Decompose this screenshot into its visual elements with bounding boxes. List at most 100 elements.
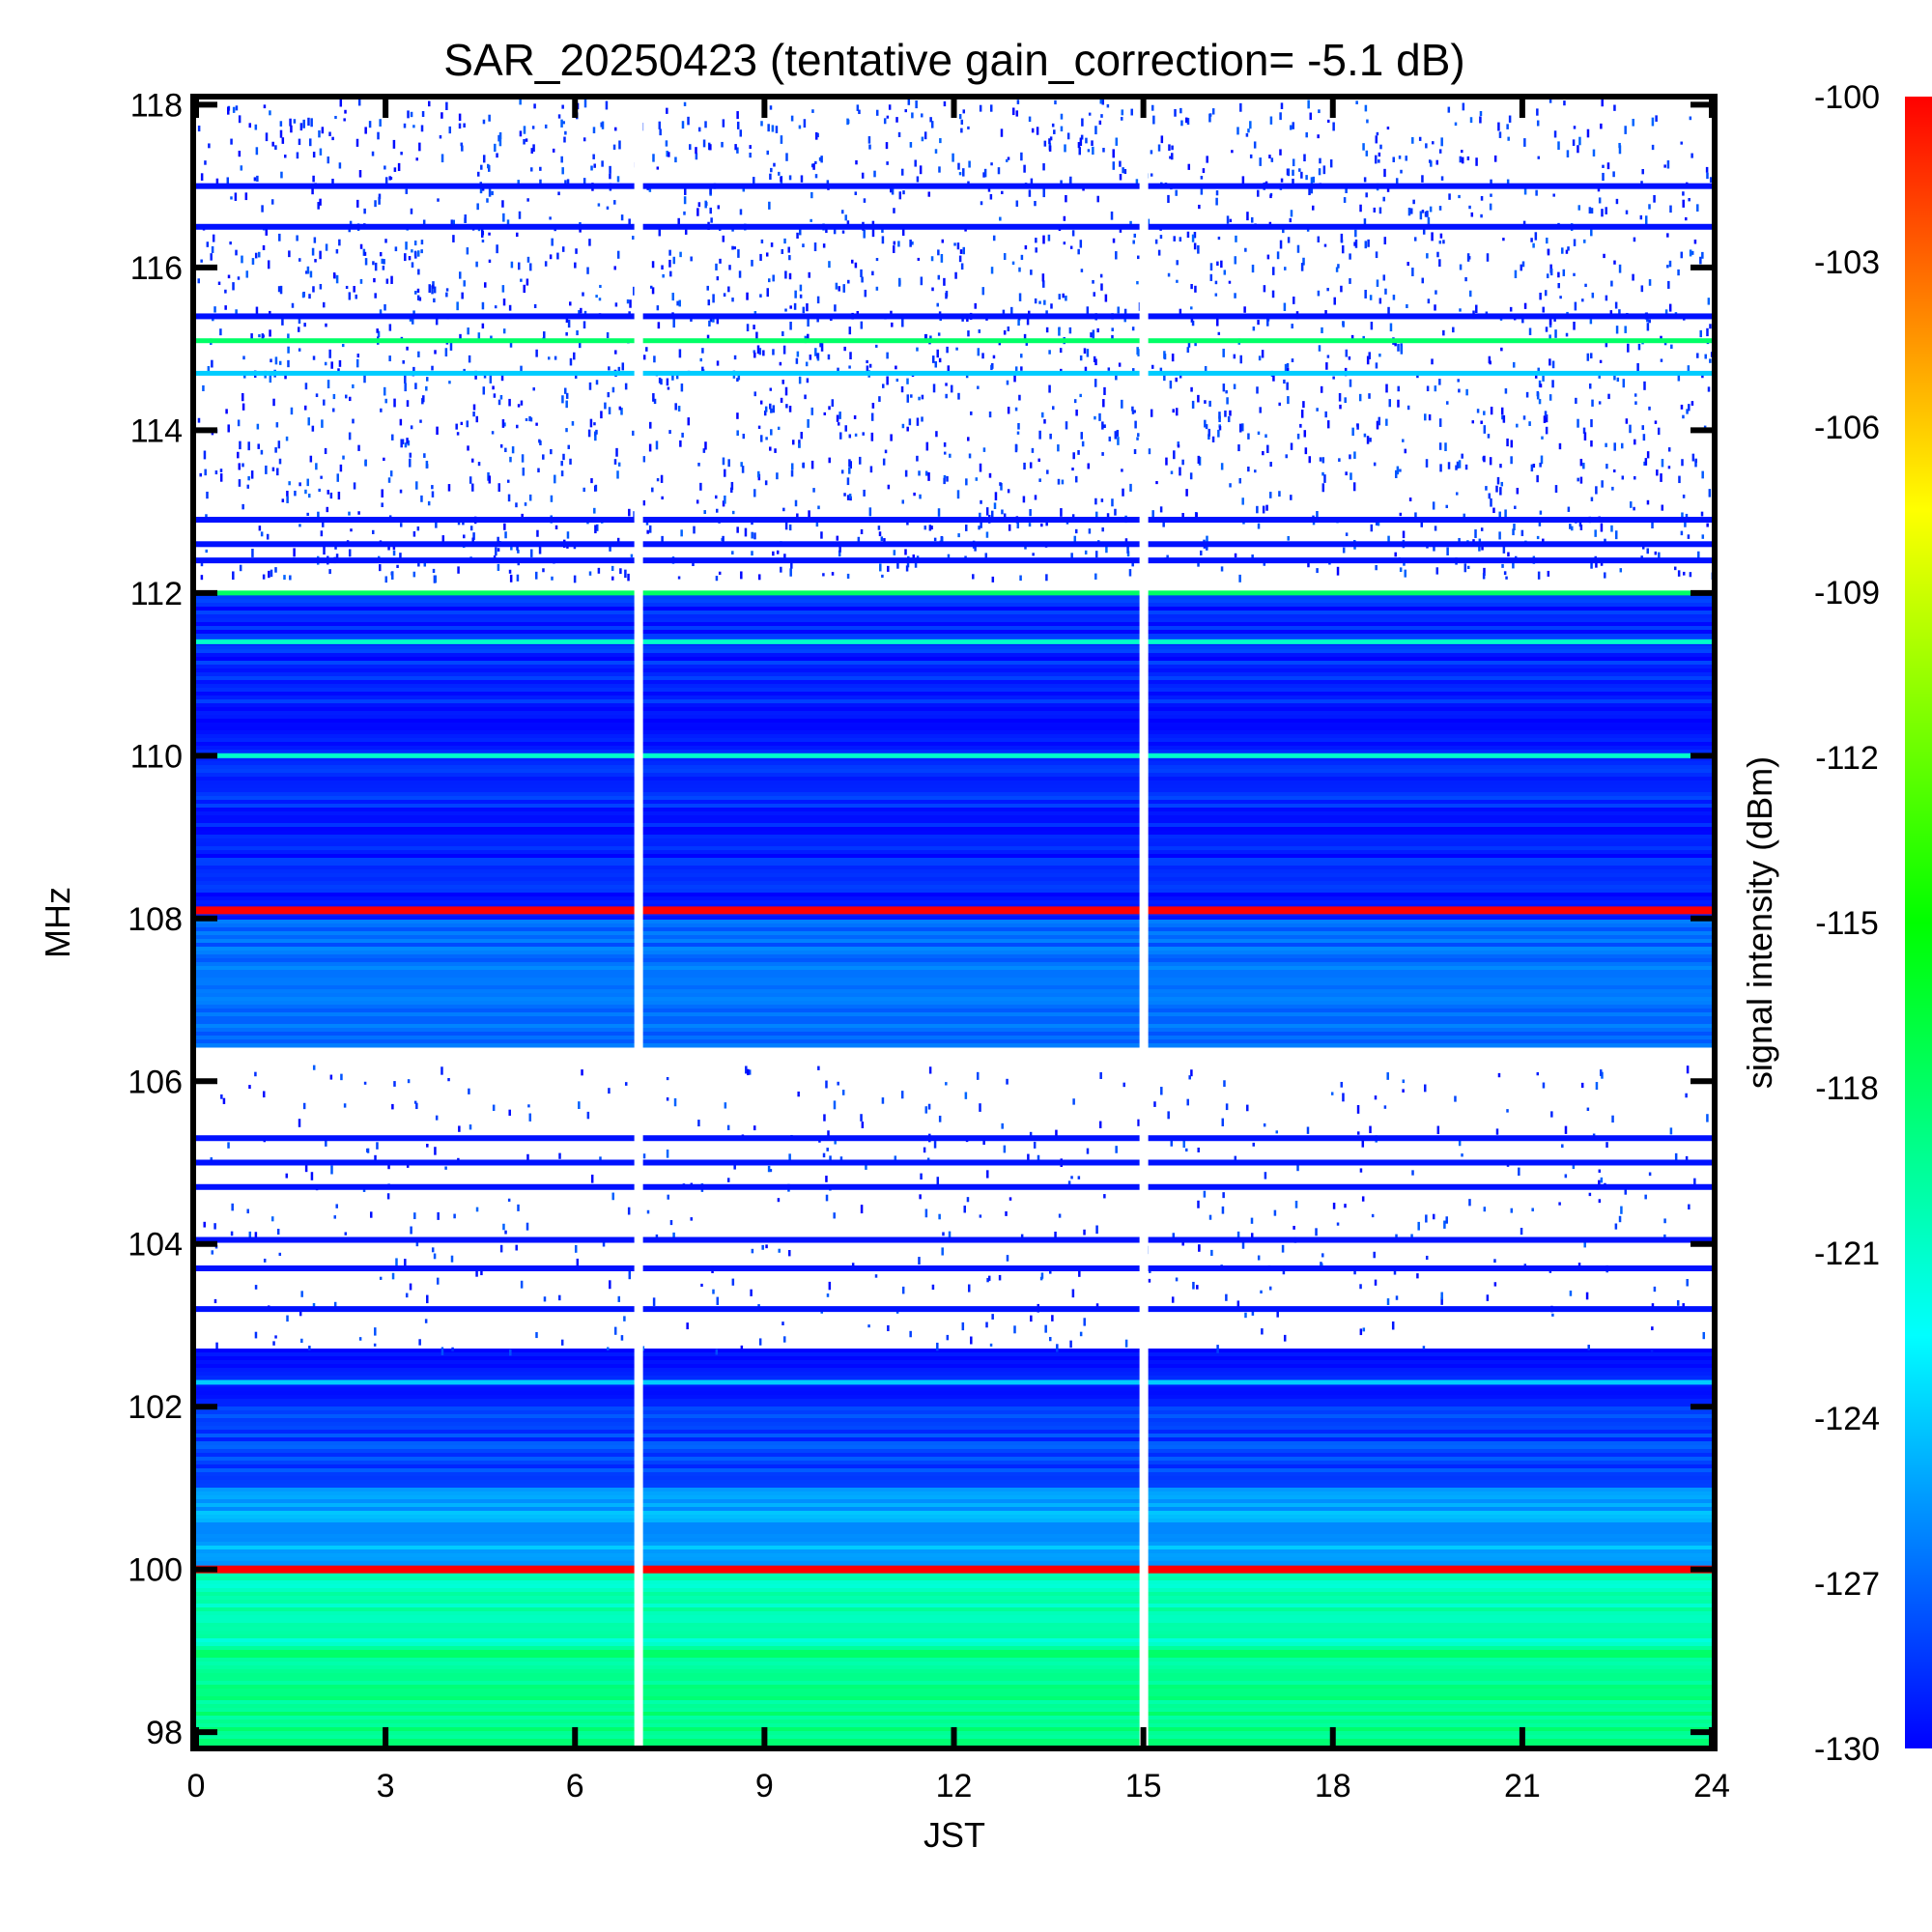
- noise-speck: [357, 444, 360, 451]
- noise-speck: [1340, 240, 1344, 243]
- noise-speck: [1499, 487, 1502, 496]
- noise-speck: [721, 141, 724, 148]
- noise-speck: [967, 126, 970, 129]
- noise-speck: [1175, 189, 1178, 196]
- noise-speck: [1610, 280, 1613, 287]
- noise-speck: [1397, 385, 1400, 392]
- noise-speck: [1438, 418, 1442, 427]
- noise-speck: [338, 359, 342, 367]
- noise-floor-row: [196, 1681, 1712, 1686]
- noise-floor-row: [196, 765, 1712, 770]
- noise-speck: [1177, 444, 1180, 448]
- noise-speck: [1428, 413, 1432, 421]
- noise-speck: [493, 393, 497, 398]
- noise-speck: [796, 232, 799, 239]
- noise-speck: [564, 387, 567, 394]
- noise-speck: [1352, 482, 1356, 492]
- noise-speck: [684, 188, 687, 195]
- noise-speck: [435, 317, 439, 326]
- noise-speck: [1024, 244, 1028, 250]
- noise-speck: [980, 499, 982, 504]
- noise-speck: [977, 385, 980, 389]
- noise-speck: [320, 530, 324, 537]
- noise-speck: [886, 115, 890, 119]
- noise-speck: [961, 1321, 965, 1331]
- noise-speck: [769, 446, 772, 451]
- noise-speck: [1312, 176, 1316, 184]
- noise-speck: [1483, 1207, 1487, 1212]
- noise-speck: [1080, 269, 1084, 272]
- noise-speck: [1366, 436, 1370, 444]
- noise-speck: [827, 1130, 830, 1137]
- noise-speck: [908, 418, 912, 426]
- noise-speck: [1378, 159, 1380, 163]
- noise-speck: [600, 122, 603, 128]
- noise-speck: [1466, 253, 1470, 262]
- noise-speck: [731, 1278, 735, 1286]
- noise-speck: [238, 151, 242, 157]
- noise-speck: [1338, 458, 1341, 462]
- noise-speck: [962, 109, 966, 114]
- noise-speck: [1386, 188, 1390, 192]
- noise-speck: [677, 576, 681, 580]
- noise-floor-row: [196, 661, 1712, 666]
- noise-speck: [247, 476, 250, 481]
- noise-speck: [1172, 1233, 1176, 1237]
- noise-speck: [1136, 281, 1139, 285]
- noise-speck: [646, 1209, 650, 1214]
- noise-speck: [487, 164, 491, 172]
- noise-speck: [781, 248, 784, 254]
- noise-speck: [1060, 508, 1063, 517]
- noise-speck: [1121, 399, 1123, 409]
- noise-speck: [1107, 367, 1111, 371]
- noise-speck: [1438, 442, 1442, 450]
- noise-speck: [1074, 475, 1078, 483]
- noise-speck: [1292, 122, 1294, 129]
- noise-speck: [609, 165, 611, 174]
- noise-speck: [1558, 442, 1562, 450]
- noise-speck: [529, 263, 532, 271]
- noise-floor-row: [196, 866, 1712, 870]
- noise-speck: [383, 386, 386, 396]
- noise-speck: [254, 1285, 258, 1290]
- noise-speck: [452, 219, 456, 227]
- noise-speck: [460, 142, 464, 147]
- noise-speck: [882, 384, 885, 388]
- noise-speck: [1402, 1079, 1406, 1084]
- noise-speck: [1030, 270, 1033, 275]
- noise-speck: [986, 1277, 989, 1283]
- noise-speck: [417, 351, 420, 357]
- noise-speck: [1557, 271, 1560, 278]
- noise-floor-row: [196, 649, 1712, 654]
- noise-speck: [970, 411, 973, 415]
- noise-floor-row: [196, 688, 1712, 693]
- noise-speck: [251, 549, 254, 557]
- noise-speck: [594, 431, 597, 437]
- noise-speck: [1459, 308, 1462, 312]
- noise-speck: [237, 451, 240, 459]
- noise-speck: [990, 364, 993, 371]
- noise-speck: [1577, 1263, 1581, 1267]
- noise-speck: [1112, 161, 1116, 170]
- noise-speck: [1554, 329, 1557, 338]
- noise-floor-row: [196, 862, 1712, 867]
- noise-speck: [1356, 1131, 1360, 1135]
- noise-speck: [561, 395, 564, 404]
- noise-speck: [1375, 362, 1378, 369]
- noise-speck: [544, 261, 548, 267]
- noise-speck: [1536, 120, 1540, 127]
- noise-speck: [499, 1244, 503, 1253]
- noise-floor-row: [196, 1422, 1712, 1427]
- noise-speck: [1512, 561, 1515, 569]
- noise-speck: [940, 536, 944, 544]
- noise-floor-row: [196, 1677, 1712, 1682]
- noise-speck: [1241, 497, 1244, 505]
- noise-speck: [480, 229, 484, 238]
- noise-floor-row: [196, 916, 1712, 921]
- noise-speck: [1588, 207, 1592, 214]
- noise-speck: [1054, 99, 1057, 105]
- noise-speck: [1688, 404, 1690, 412]
- noise-speck: [709, 144, 712, 151]
- noise-speck: [460, 421, 464, 426]
- noise-speck: [348, 432, 352, 440]
